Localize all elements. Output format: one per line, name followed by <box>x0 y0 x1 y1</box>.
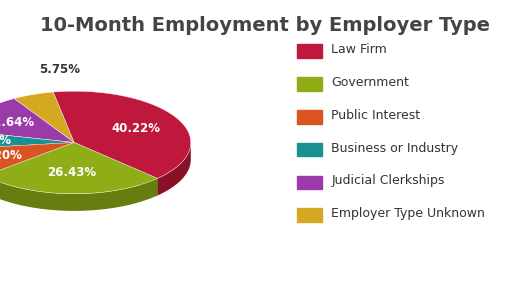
Text: 5.75%: 5.75% <box>39 63 80 76</box>
Text: 40.22%: 40.22% <box>111 122 161 135</box>
Polygon shape <box>0 131 74 149</box>
Text: 10-Month Employment by Employer Type: 10-Month Employment by Employer Type <box>40 16 490 35</box>
Polygon shape <box>0 142 74 193</box>
Text: 12.64%: 12.64% <box>0 116 35 129</box>
Text: 26.43%: 26.43% <box>47 166 96 179</box>
Polygon shape <box>0 142 157 194</box>
Polygon shape <box>157 142 191 196</box>
Text: 5.75%: 5.75% <box>0 134 11 147</box>
Polygon shape <box>0 142 74 166</box>
Bar <box>297 77 322 91</box>
Text: Employer Type Unknown: Employer Type Unknown <box>331 207 485 220</box>
Polygon shape <box>74 142 157 196</box>
Text: 9.20%: 9.20% <box>0 149 22 162</box>
Bar <box>297 208 322 222</box>
Text: Law Firm: Law Firm <box>331 43 387 56</box>
Polygon shape <box>14 92 74 142</box>
Polygon shape <box>0 142 74 166</box>
Bar <box>297 176 322 189</box>
Text: Business or Industry: Business or Industry <box>331 142 458 155</box>
Text: Public Interest: Public Interest <box>331 109 420 122</box>
Polygon shape <box>0 176 157 211</box>
Polygon shape <box>74 142 157 196</box>
Bar <box>297 143 322 156</box>
Polygon shape <box>0 99 74 142</box>
Polygon shape <box>0 142 74 193</box>
Polygon shape <box>0 142 74 176</box>
Text: Government: Government <box>331 76 409 89</box>
Bar <box>297 44 322 58</box>
Polygon shape <box>53 91 191 178</box>
Bar <box>297 110 322 124</box>
Text: Judicial Clerkships: Judicial Clerkships <box>331 174 445 188</box>
